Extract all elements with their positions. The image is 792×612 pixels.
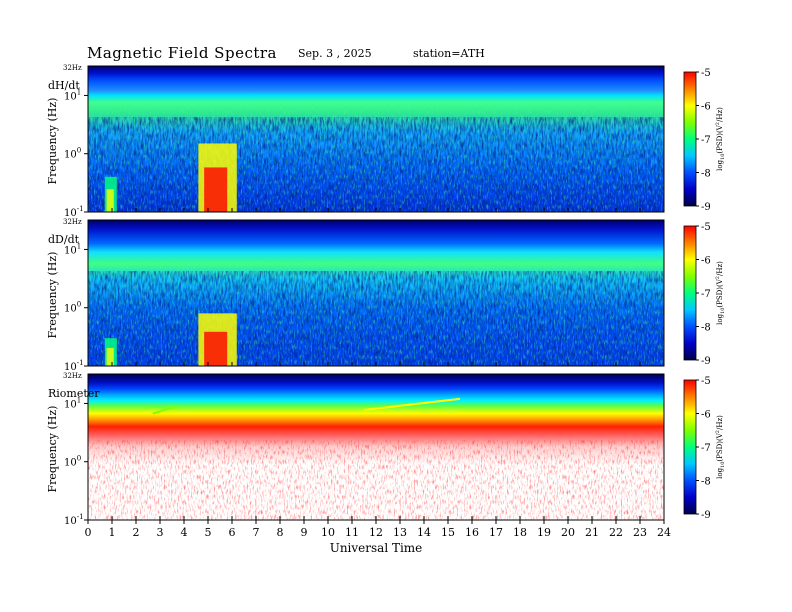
colorbar-tick-label: -7 [701,443,711,454]
x-tick-label: 9 [301,526,308,539]
x-tick-label: 2 [133,526,140,539]
y-tick-label: 100 [64,301,81,315]
y-tick-label: 10-1 [64,513,84,527]
top-tick-label: 32Hz [63,64,82,72]
y-tick-label: 100 [64,455,81,469]
colorbar-tick-label: -7 [701,289,711,300]
panel-label: dD/dt [48,233,80,246]
x-tick-label: 12 [369,526,383,539]
spectrogram-texture [88,260,664,366]
x-tick-label: 17 [489,526,503,539]
y-axis-label: Frequency (Hz) [46,406,59,493]
x-tick-label: 4 [181,526,188,539]
x-tick-label: 3 [157,526,164,539]
x-tick-label: 13 [393,526,407,539]
colorbar-scale [683,71,697,207]
x-tick-label: 6 [229,526,236,539]
x-tick-label: 23 [633,526,647,539]
colorbar: -5 -6 -7 -8 -9 log10(PSD)(V2/Hz) [683,68,726,213]
x-tick-label: 20 [561,526,575,539]
x-tick-label: 16 [465,526,479,539]
colorbar: -5 -6 -7 -8 -9 log10(PSD)(V2/Hz) [683,376,726,521]
y-tick-label: 10-1 [64,205,84,219]
colorbar-tick-label: -5 [701,376,711,387]
colorbar-tick-label: -9 [701,202,711,213]
x-tick-label: 15 [441,526,455,539]
station-label: station=ATH [413,47,485,60]
psd-enhancement-core [106,189,114,212]
y-tick-label: 100 [64,147,81,161]
spectrogram-texture [88,106,664,212]
colorbar-tick-label: -8 [701,169,711,180]
colorbar-tick-label: -5 [701,222,711,233]
colorbar-tick-label: -6 [701,102,711,113]
x-tick-label: 8 [277,526,284,539]
date-label: Sep. 3 , 2025 [298,47,372,60]
colorbar-tick-label: -9 [701,356,711,367]
colorbar-tick-label: -9 [701,510,711,521]
tone-trace [363,397,461,411]
x-tick-label: 14 [417,526,431,539]
y-tick-label: 101 [64,88,81,102]
x-tick-label: 5 [205,526,212,539]
psd-enhancement-core [204,331,228,366]
panel-label: Riometer [48,387,100,400]
colorbar-tick-label: -8 [701,477,711,488]
page-title: Magnetic Field Spectra [87,44,277,62]
x-tick-label: 1 [109,526,116,539]
psd-enhancement-core [106,347,114,366]
x-tick-label: 0 [85,526,92,539]
colorbar-tick-label: -6 [701,256,711,267]
top-tick-label: 32Hz [63,218,82,226]
y-tick-label: 101 [64,396,81,410]
tone-trace [152,405,178,415]
colorbar: -5 -6 -7 -8 -9 log10(PSD)(V2/Hz) [683,222,726,367]
y-axis-label: Frequency (Hz) [46,98,59,185]
panel-label: dH/dt [48,79,80,92]
x-tick-label: 11 [345,526,359,539]
spectrogram-texture [88,439,664,520]
colorbar-label: log10(PSD)(V2/Hz) [715,415,726,479]
y-axis-label: Frequency (Hz) [46,252,59,339]
x-tick-label: 7 [253,526,260,539]
top-tick-label: 32Hz [63,372,82,380]
colorbar-scale [683,379,697,515]
colorbar-tick-label: -7 [701,135,711,146]
panel-riometer: Riometer 32Hz 10-1 100 101 Frequency (Hz) -5 -6… [46,372,726,527]
colorbar-tick-label: -5 [701,68,711,79]
colorbar-scale [683,225,697,361]
psd-enhancement-core [204,167,228,212]
x-tick-label: 21 [585,526,599,539]
y-tick-label: 101 [64,242,81,256]
x-axis-label: Universal Time [330,541,423,555]
y-tick-label: 10-1 [64,359,84,373]
x-tick-label: 18 [513,526,527,539]
colorbar-label: log10(PSD)(V2/Hz) [715,107,726,171]
x-tick-label: 19 [537,526,551,539]
colorbar-tick-label: -8 [701,323,711,334]
x-tick-label: 22 [609,526,623,539]
colorbar-label: log10(PSD)(V2/Hz) [715,261,726,325]
x-tick-label: 24 [657,526,671,539]
x-tick-label: 10 [321,526,335,539]
colorbar-tick-label: -6 [701,410,711,421]
